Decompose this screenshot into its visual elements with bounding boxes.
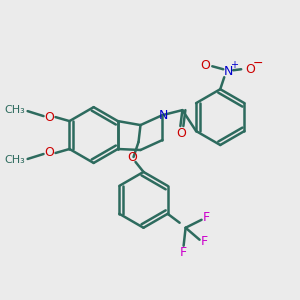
Text: O: O — [45, 111, 55, 124]
Text: F: F — [180, 246, 187, 259]
Text: N: N — [224, 65, 233, 78]
Text: −: − — [253, 57, 263, 70]
Text: +: + — [230, 60, 238, 70]
Text: O: O — [245, 63, 255, 76]
Text: CH₃: CH₃ — [5, 105, 26, 115]
Text: N: N — [159, 109, 168, 122]
Text: O: O — [45, 146, 55, 160]
Text: O: O — [200, 59, 210, 72]
Text: O: O — [128, 152, 137, 164]
Text: F: F — [201, 235, 208, 248]
Text: O: O — [176, 127, 186, 140]
Text: F: F — [203, 211, 210, 224]
Text: CH₃: CH₃ — [5, 155, 26, 165]
